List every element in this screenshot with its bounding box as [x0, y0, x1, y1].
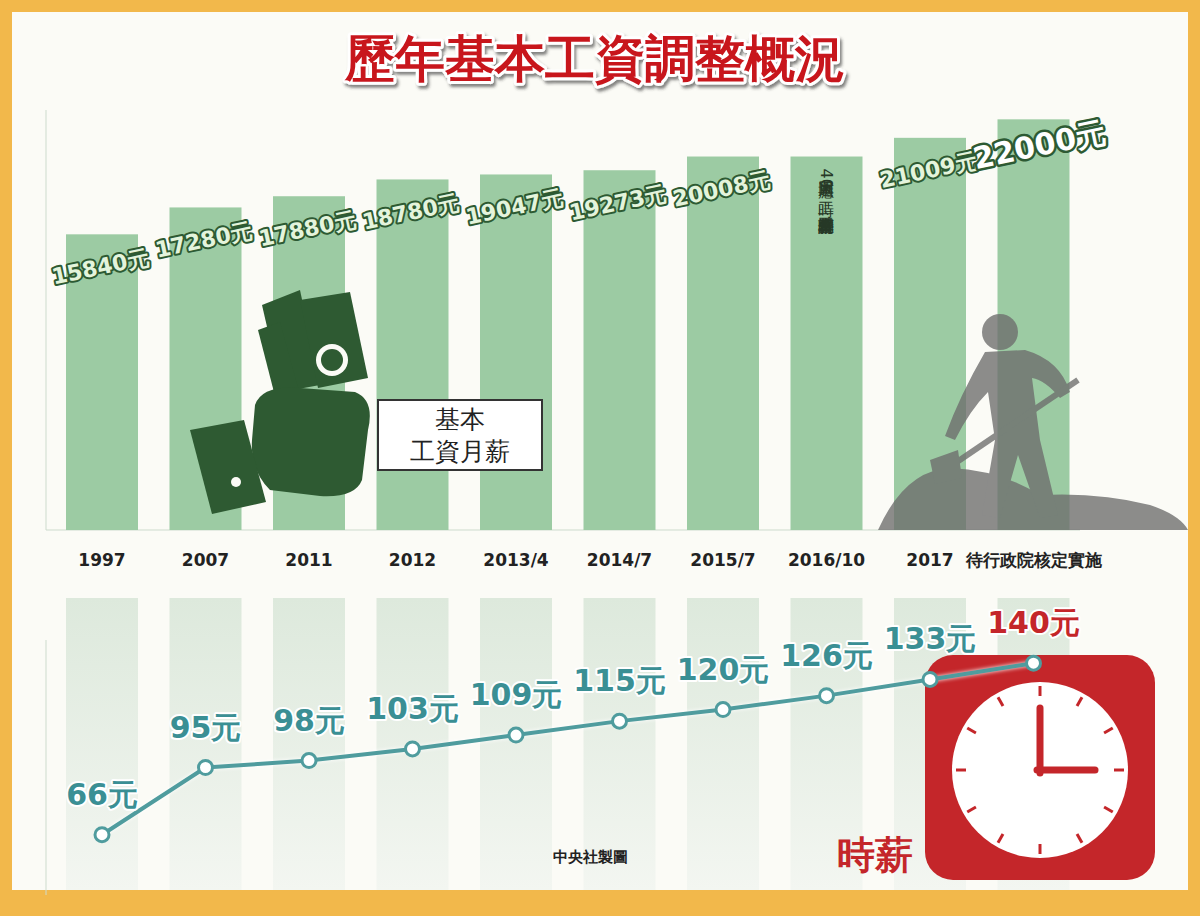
worker-head [982, 314, 1018, 350]
clock-face [952, 682, 1128, 858]
data-label: 109元 [470, 677, 563, 712]
icon-fist [252, 388, 370, 497]
icon-button [231, 477, 241, 487]
bar [584, 170, 656, 530]
bar [377, 179, 449, 530]
point [1027, 656, 1041, 670]
data-label: 19047元 [464, 185, 566, 230]
clock-box [925, 655, 1155, 880]
panel [12, 12, 1188, 890]
icon-bill [300, 292, 368, 388]
clock-hand [1037, 767, 1095, 774]
x-tick-label: 2017 [906, 550, 953, 570]
worker-body [945, 350, 1070, 518]
y-axis-line [46, 640, 47, 895]
data-label: 103元 [366, 691, 459, 726]
point [406, 742, 420, 756]
worker-icon [878, 314, 1188, 530]
clock-tick [1077, 834, 1082, 843]
data-label: 126元 [780, 638, 873, 673]
clock-tick [1114, 769, 1124, 772]
clock-tick [1077, 697, 1082, 706]
data-label: 18780元 [360, 190, 462, 235]
data-label: 19273元 [567, 180, 669, 225]
line [102, 663, 1034, 835]
column-stripe [273, 598, 345, 890]
x-tick-label: 2015/7 [690, 550, 755, 570]
data-label: 98元 [273, 703, 345, 738]
column-stripe [170, 598, 242, 890]
clock-tick [1104, 728, 1113, 733]
x-tick-label: 2007 [182, 550, 229, 570]
data-label: 95元 [170, 710, 242, 745]
annotation-line: 基本 [435, 405, 485, 434]
line-series [95, 656, 1041, 842]
y-axis-line [46, 110, 47, 530]
x-tick-label: 2013/4 [483, 550, 549, 570]
bars [66, 119, 1070, 530]
clock-hand [1037, 708, 1044, 773]
chart-root: 基本工資月薪 因應單週40工時，僅調整基本工資時薪 15840元17280元1788… [0, 0, 1200, 916]
clock-tick [998, 697, 1003, 706]
column-stripe [66, 598, 138, 890]
data-label: 120元 [677, 652, 770, 687]
annotation: 時薪 [837, 833, 913, 877]
point [716, 703, 730, 717]
clock-tick [967, 728, 976, 733]
clock-tick [956, 769, 966, 772]
data-label: 133元 [884, 621, 977, 656]
column-stripe [687, 598, 759, 890]
column-stripe [584, 598, 656, 890]
icon-coin [321, 349, 343, 371]
x-tick-label: 待行政院核定實施 [965, 550, 1103, 570]
data-label: 66元 [66, 777, 138, 812]
data-label: 22000元 [970, 114, 1109, 176]
point [199, 761, 213, 775]
point [95, 828, 109, 842]
annotation: 因應單週40工時，僅調整基本工資時薪 [817, 169, 836, 235]
data-label: 15840元 [50, 245, 152, 290]
x-tick-label: 2016/10 [788, 550, 865, 570]
annotation-box [378, 400, 542, 470]
clock-tick [998, 834, 1003, 843]
point [923, 672, 937, 686]
bar [687, 157, 759, 530]
clock-tick [967, 807, 976, 812]
bar [480, 174, 552, 530]
data-label: 17880元 [257, 206, 359, 251]
x-tick-label: 1997 [78, 550, 125, 570]
title: 歷年基本工資調整概況 [344, 30, 845, 88]
x-tick-label: 2011 [285, 550, 332, 570]
source: 中央社製圖 [553, 848, 628, 866]
worker-shovel [948, 380, 1078, 468]
clock-tick [1039, 686, 1042, 696]
icon-coin [316, 344, 348, 376]
x-tick-label: 2014/7 [587, 550, 652, 570]
point [820, 689, 834, 703]
clock-tick [1104, 807, 1113, 812]
worker-blade [930, 450, 962, 484]
bar [791, 157, 863, 530]
frame [0, 0, 1200, 916]
column-stripe [480, 598, 552, 890]
annotation: 基本工資月薪 [410, 405, 510, 466]
data-label: 21009元 [878, 148, 980, 193]
data-label: 140元 [987, 605, 1080, 640]
data-label: 20008元 [671, 167, 773, 212]
clock-tick [1039, 844, 1042, 854]
data-label: 17280元 [153, 218, 255, 263]
icon-cuff [190, 420, 266, 514]
point [509, 728, 523, 742]
annotation-line: 工資月薪 [410, 437, 510, 466]
point [613, 714, 627, 728]
x-tick-label: 2012 [389, 550, 436, 570]
point [302, 754, 316, 768]
data-label: 115元 [573, 663, 666, 698]
bar [894, 138, 966, 530]
money-icon [190, 290, 370, 514]
